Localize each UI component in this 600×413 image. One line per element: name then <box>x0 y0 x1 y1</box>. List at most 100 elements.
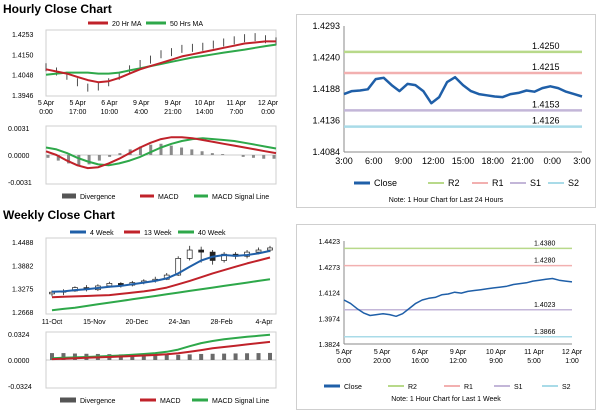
weekly-price-chart: 1.4488 1.3882 1.3275 1.2668 11-Oct 15-Nov 20-D… <box>12 230 277 326</box>
legend-label: Close <box>344 384 362 391</box>
legend-label: S1 <box>530 178 541 188</box>
level-label-r1: 1.4215 <box>532 62 560 72</box>
y-tick-label: 0.0324 <box>8 332 30 339</box>
chart-note: Note: 1 Hour Chart for Last 1 Week <box>391 396 501 403</box>
legend-label: 40 Week <box>198 230 226 237</box>
x-tick-label: 15:00 <box>452 156 475 166</box>
legend-label: S2 <box>562 384 571 391</box>
y-tick-label: 1.4488 <box>12 240 34 247</box>
candle-body <box>255 249 262 253</box>
x-tick-label: 24-Jan <box>168 319 190 326</box>
x-tick-label: 5 Apr <box>38 100 55 107</box>
x-tick-label: 9 Apr <box>133 100 150 107</box>
x-tick-label: 7:00 <box>229 109 243 116</box>
y-tick-label: 0.0031 <box>8 126 30 133</box>
hourly-section-title: Hourly Close Chart <box>3 2 112 16</box>
legend-label: 20 Hr MA <box>112 21 142 28</box>
x-tick-label: 6 Apr <box>101 100 118 107</box>
x-tick-label: 11 Apr <box>524 349 544 356</box>
y-tick-label: 1.3974 <box>319 316 341 323</box>
x-tick-label: 5 Apr <box>374 349 391 356</box>
candle-body <box>106 283 113 287</box>
plot-frame <box>45 237 277 315</box>
y-tick-label: 1.2668 <box>12 310 34 317</box>
y-tick-label: 1.4124 <box>319 291 341 298</box>
y-tick-label: 1.3275 <box>12 287 34 294</box>
legend-label: S2 <box>568 178 579 188</box>
panel-frame <box>296 14 596 208</box>
legend-label: 4 Week <box>90 230 114 237</box>
x-tick-label: 9 Apr <box>450 349 467 356</box>
y-tick-label: -0.0031 <box>8 180 32 187</box>
legend-label: Divergence <box>80 398 116 405</box>
hourly-pivot-chart: 1.4293 1.4240 1.4188 1.4136 1.4084 1.4250 1.42… <box>296 14 596 208</box>
x-tick-label: 14:00 <box>196 109 214 116</box>
x-tick-label: 5:00 <box>527 358 541 365</box>
level-label-r1: 1.4280 <box>534 258 556 265</box>
legend-label: MACD <box>158 194 179 201</box>
y-tick-label: 1.4240 <box>312 53 340 63</box>
legend-label: MACD Signal Line <box>212 194 269 201</box>
candle-body <box>267 247 273 251</box>
ma13-line <box>51 256 271 299</box>
x-tick-label: 3:00 <box>573 156 591 166</box>
x-tick-label: 0:00 <box>39 109 53 116</box>
x-tick-label: 11 Apr <box>226 100 246 107</box>
x-tick-label: 0:00 <box>261 109 275 116</box>
y-tick-label: 0.0000 <box>8 153 30 160</box>
x-tick-label: 9:00 <box>489 358 503 365</box>
legend-label: R1 <box>492 178 504 188</box>
x-tick-label: 16:00 <box>411 358 429 365</box>
y-tick-label: 1.4048 <box>12 73 34 80</box>
candle-body <box>198 249 205 253</box>
x-tick-label: 6:00 <box>365 156 383 166</box>
y-tick-label: 1.3882 <box>12 263 34 270</box>
x-tick-label: 17:00 <box>69 109 87 116</box>
x-tick-label: 10:00 <box>101 109 119 116</box>
level-label-s1: 1.4153 <box>532 99 560 109</box>
candle-body <box>49 291 55 295</box>
legend-label: MACD Signal Line <box>212 398 269 405</box>
ma20-line <box>45 40 276 84</box>
y-tick-label: 1.3946 <box>12 93 34 100</box>
legend-label: S1 <box>514 384 523 391</box>
hourly-price-chart: 1.4253 1.4150 1.4048 1.3946 5 Apr 0:00 5 Apr 17… <box>12 21 279 116</box>
level-label-s2: 1.4126 <box>532 116 560 126</box>
x-tick-label: 21:00 <box>511 156 534 166</box>
x-tick-label: 0:00 <box>337 358 351 365</box>
level-label-r2: 1.4250 <box>532 41 560 51</box>
hourly-macd-chart: 0.0031 0.0000 -0.0031 Divergence MACD MACD Si… <box>8 125 277 201</box>
x-tick-label: 18:00 <box>481 156 504 166</box>
y-tick-label: 1.4084 <box>312 147 340 157</box>
y-tick-label: 1.4150 <box>12 52 34 59</box>
x-tick-label: 1:00 <box>565 358 579 365</box>
x-tick-label: 12:00 <box>422 156 445 166</box>
x-tick-label: 11-Oct <box>42 319 63 326</box>
panel-frame <box>296 224 596 410</box>
x-tick-label: 6 Apr <box>412 349 429 356</box>
macd-line <box>45 136 277 170</box>
x-tick-label: 15-Nov <box>83 319 106 326</box>
macd-signal-line <box>45 137 277 167</box>
plot-frame <box>45 29 277 97</box>
y-tick-label: 1.4293 <box>312 21 340 31</box>
legend-label: R2 <box>448 178 460 188</box>
x-tick-label: 12 Apr <box>258 100 279 107</box>
x-tick-label: 9:00 <box>395 156 413 166</box>
chart-note: Note: 1 Hour Chart for Last 24 Hours <box>389 197 504 204</box>
candle-body <box>186 249 193 259</box>
x-tick-label: 12 Apr <box>562 349 583 356</box>
x-tick-label: 28-Feb <box>211 319 233 326</box>
y-tick-label: 1.4273 <box>319 265 341 272</box>
close-line <box>343 277 573 318</box>
ma50-line <box>45 43 277 76</box>
y-tick-label: 1.4136 <box>312 116 340 126</box>
weekly-section-title: Weekly Close Chart <box>3 208 115 222</box>
candle-body <box>175 258 182 276</box>
legend-label: MACD <box>160 398 181 405</box>
legend-label: 13 Week <box>144 230 172 237</box>
legend-label: Divergence <box>80 194 116 201</box>
y-tick-label: 1.4253 <box>12 32 34 39</box>
macd-line <box>51 340 271 361</box>
level-label-r2: 1.4380 <box>534 240 556 247</box>
